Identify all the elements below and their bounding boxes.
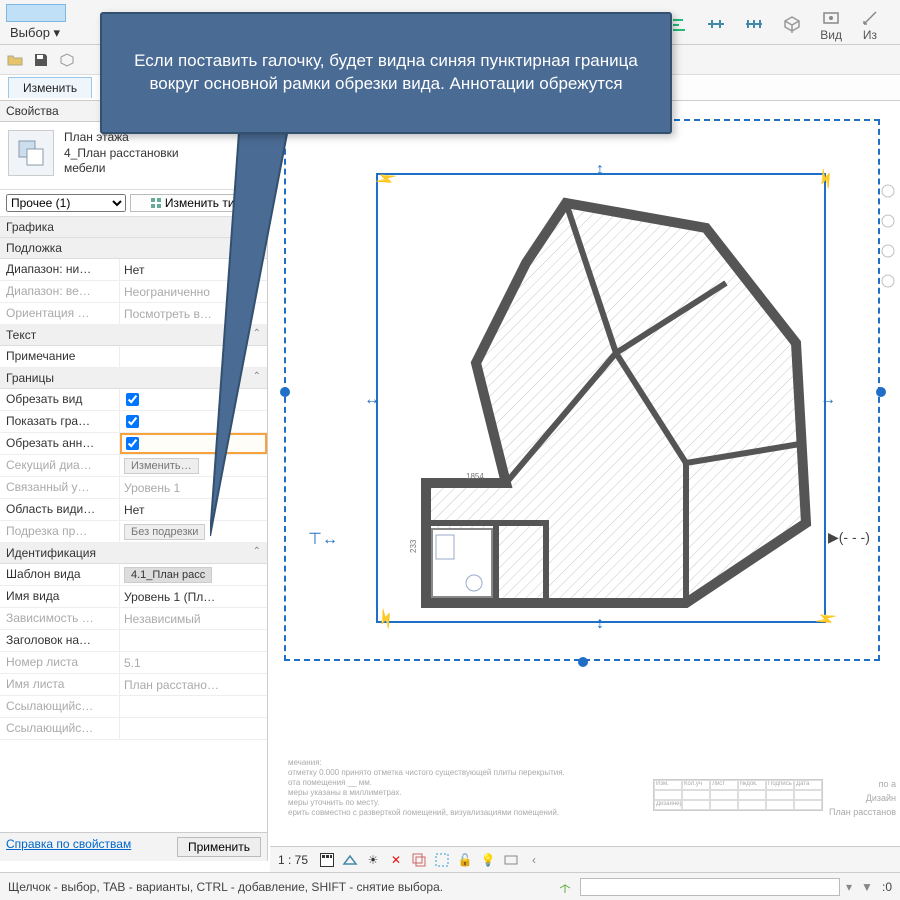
title-block-grid: Изм.Кол.учЛист№док.ПодписьДата Дизайнер [653,779,823,811]
prop-orientation-label: Ориентация … [0,303,120,324]
title-block: мечания: отметку 0.000 принято отметка ч… [288,758,896,817]
prop-ref2-value [120,718,267,739]
view-control-bar: 1 : 75 ☀ ✕ 🔓 💡 ‹ [270,846,900,872]
prop-ref1-value [120,696,267,717]
tutorial-callout: Если поставить галочку, будет видна синя… [100,12,672,134]
drag-arrow-l[interactable]: ↔ [364,391,380,409]
dim-icon-1[interactable] [706,14,726,34]
view-canvas[interactable]: ↕ ↕ ↔ ↔ ⚡ ⚡ ⚡ ⚡ ⊤↔ ▶(- - -) 1854 [268,101,900,861]
chev-left-icon[interactable]: ‹ [525,851,543,869]
reveal-icon[interactable] [502,851,520,869]
prop-secdia-button[interactable]: Изменить… [124,458,199,474]
edit-type-icon [150,197,162,209]
tab-modify[interactable]: Изменить [8,77,92,98]
status-bar: Щелчок - выбор, TAB - варианты, CTRL - д… [0,872,900,900]
prop-cropview-label: Обрезать вид [0,389,120,410]
elev-marker-right: ▶(- - -) [828,529,870,546]
prop-sheetnum-value: 5.1 [120,652,267,673]
selection-tool-icon[interactable] [6,4,66,22]
prop-heading-label: Заголовок на… [0,630,120,651]
prop-range-top-label: Диапазон: ве… [0,281,120,302]
callout-text: Если поставить галочку, будет видна синя… [120,50,652,96]
prop-showcrop-label: Показать гра… [0,411,120,432]
sun-path-icon[interactable]: ☀ [364,851,382,869]
prop-viewname-value[interactable]: Уровень 1 (Пл… [120,586,267,607]
svg-text:1854: 1854 [466,472,484,481]
unlock-icon[interactable]: 🔓 [456,851,474,869]
properties-title: Свойства [6,104,59,118]
title-block-notes: мечания: отметку 0.000 принято отметка ч… [288,758,633,817]
crop-handle-bottom[interactable] [578,657,588,667]
callout-tail [210,118,330,548]
group-select[interactable]: Прочее (1) [6,194,126,212]
save-icon[interactable] [32,51,50,69]
selector-dropdown[interactable]: Выбор ▾ [6,24,66,42]
status-hint: Щелчок - выбор, TAB - варианты, CTRL - д… [8,880,443,894]
show-crop-icon[interactable] [433,851,451,869]
prop-template-button[interactable]: 4.1_План расс [124,567,212,583]
filter-icon[interactable]: ▼ [858,878,876,896]
title-block-right: по а Дизайн План расстанов [829,779,896,817]
axis-marks [878,181,898,381]
property-help-link[interactable]: Справка по свойствам [6,837,131,857]
prop-linkedlvl-label: Связанный у… [0,477,120,498]
scale-text[interactable]: 1 : 75 [278,853,308,867]
prop-sheetname-value: План расстано… [120,674,267,695]
iz-label: Из [863,28,877,42]
prop-sheetnum-label: Номер листа [0,652,120,673]
prop-heading-value[interactable] [120,630,267,651]
drag-arrow-r[interactable]: ↔ [820,391,836,409]
prop-trim-label: Подрезка пр… [0,521,120,542]
prop-note-label: Примечание [0,346,120,367]
floor-plan-drawing: 1854 233 [386,183,816,613]
drag-arrow-b[interactable]: ↕ [596,615,604,633]
prop-ref2-label: Ссылающийс… [0,718,120,739]
prop-cropann-label: Обрезать анн… [0,433,120,454]
prop-dependency-label: Зависимость … [0,608,120,629]
crop-view-checkbox[interactable] [126,393,139,406]
prop-template-label: Шаблон вида [0,564,120,585]
prop-sheetname-label: Имя листа [0,674,120,695]
prop-secdia-label: Секущий диа… [0,455,120,476]
temp-hide-icon[interactable]: 💡 [479,851,497,869]
drag-arrow-t[interactable]: ↕ [596,161,604,179]
crop-region-icon[interactable] [410,851,428,869]
box-icon[interactable] [782,14,802,34]
detail-level-icon[interactable] [318,851,336,869]
measure-icon[interactable] [860,8,880,28]
show-crop-checkbox[interactable] [126,415,139,428]
cube-small-icon[interactable] [58,51,76,69]
visual-style-icon[interactable] [341,851,359,869]
shadows-icon[interactable]: ✕ [387,851,405,869]
prop-range-bottom-label: Диапазон: ни… [0,259,120,280]
view-label: Вид [820,28,842,42]
apply-button[interactable]: Применить [177,837,261,857]
svg-text:233: 233 [409,539,418,553]
prop-dependency-value: Независимый [120,608,267,629]
open-icon[interactable] [6,51,24,69]
prop-ref1-label: Ссылающийс… [0,696,120,717]
status-xyz-icon[interactable] [556,878,574,896]
view-icon[interactable] [821,8,841,28]
prop-viewname-label: Имя вида [0,586,120,607]
prop-trim-button: Без подрезки [124,524,205,540]
crop-annotation-checkbox[interactable] [126,437,139,450]
plan-type-text: План этажа 4_План расстановки мебели [64,130,179,181]
status-zero: :0 [882,880,892,894]
crop-handle-right[interactable] [876,387,886,397]
plan-thumb-icon [8,130,54,176]
prop-viewscope-label: Область види… [0,499,120,520]
ribbon-right-tools: Вид Из [668,8,894,42]
status-model-select[interactable] [580,878,840,896]
dim-icon-2[interactable] [744,14,764,34]
